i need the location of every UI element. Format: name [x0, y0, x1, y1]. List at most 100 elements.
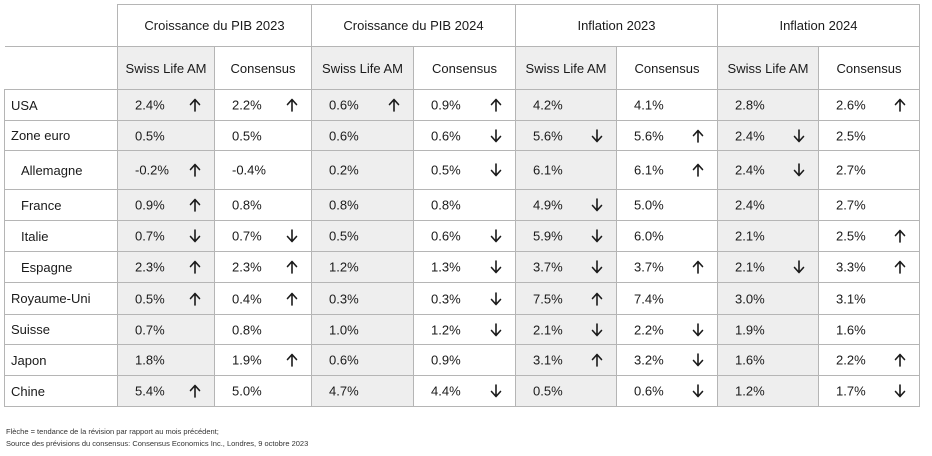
table-cell: 0.6% — [311, 344, 414, 376]
group-header: Croissance du PIB 2023 — [117, 4, 312, 47]
arrow-up-icon — [692, 163, 704, 177]
cell-value: 1.7% — [836, 383, 866, 399]
cell-value: 5.6% — [533, 128, 563, 143]
subheader-swiss-life: Swiss Life AM — [515, 46, 617, 90]
table-cell: 0.3% — [413, 282, 516, 315]
cell-value: 0.5% — [135, 291, 165, 306]
cell-value: -0.4% — [232, 162, 266, 178]
cell-value: 1.6% — [735, 352, 765, 368]
table-cell: 0.6% — [616, 375, 718, 407]
arrow-down-icon — [490, 322, 502, 337]
cell-value: 0.4% — [232, 291, 262, 306]
table-body: USA 2.4% 2.2% 0.6% 0.9% 4.2% 4.1% 2.8% 2.6% Zone … — [4, 89, 920, 407]
cell-value: 1.6% — [836, 322, 866, 337]
cell-value: 0.6% — [634, 383, 664, 399]
cell-value: 0.5% — [329, 228, 359, 244]
table-cell: 2.8% — [717, 89, 819, 121]
table-cell: 3.7% — [515, 251, 617, 283]
cell-value: 0.6% — [431, 228, 461, 244]
table-cell: 3.7% — [616, 251, 718, 283]
table-cell: 2.4% — [717, 150, 819, 190]
table-cell: 0.4% — [214, 282, 312, 315]
group-header: Inflation 2023 — [515, 4, 718, 47]
cell-value: 2.1% — [735, 228, 765, 244]
table-cell: 0.8% — [413, 189, 516, 221]
table-cell: 5.9% — [515, 220, 617, 252]
table-cell: 1.3% — [413, 251, 516, 283]
arrow-down-icon — [490, 128, 502, 143]
cell-value: 0.6% — [329, 128, 359, 143]
table-cell: 0.9% — [413, 344, 516, 376]
arrow-up-icon — [388, 98, 400, 112]
group-header: Croissance du PIB 2024 — [311, 4, 516, 47]
row-label: Japon — [4, 344, 118, 376]
table-row: Suisse 0.7% 0.8% 1.0% 1.2% 2.1% 2.2% 1.9% 1.6% — [4, 314, 920, 345]
cell-value: 3.7% — [634, 259, 664, 275]
arrow-up-icon — [189, 260, 201, 274]
cell-value: 1.8% — [135, 352, 165, 368]
subheader-swiss-life: Swiss Life AM — [117, 46, 215, 90]
cell-value: 0.7% — [135, 228, 165, 244]
table-cell: 1.0% — [311, 314, 414, 345]
arrow-up-icon — [286, 260, 298, 274]
table-cell: 0.5% — [311, 220, 414, 252]
cell-value: 0.9% — [135, 197, 165, 213]
table-cell: 4.2% — [515, 89, 617, 121]
cell-value: 2.7% — [836, 197, 866, 213]
table-cell: 2.7% — [818, 150, 920, 190]
arrow-down-icon — [793, 260, 805, 274]
table-cell: 0.5% — [117, 282, 215, 315]
cell-value: 0.6% — [329, 352, 359, 368]
table-cell: 2.2% — [214, 89, 312, 121]
cell-value: 2.4% — [735, 128, 765, 143]
cell-value: 2.2% — [836, 352, 866, 368]
subheader-swiss-life: Swiss Life AM — [717, 46, 819, 90]
row-label: Zone euro — [4, 120, 118, 151]
arrow-down-icon — [490, 260, 502, 274]
table-cell: 0.5% — [515, 375, 617, 407]
table-cell: 2.5% — [818, 120, 920, 151]
arrow-down-icon — [591, 198, 603, 212]
cell-value: 5.0% — [232, 383, 262, 399]
arrow-up-icon — [286, 98, 298, 112]
table-cell: 0.6% — [311, 89, 414, 121]
arrow-down-icon — [692, 322, 704, 337]
table-cell: 0.5% — [214, 120, 312, 151]
cell-value: 6.1% — [634, 162, 664, 178]
table-cell: 0.7% — [214, 220, 312, 252]
cell-value: 1.2% — [329, 259, 359, 275]
cell-value: 0.7% — [135, 322, 165, 337]
cell-value: 2.2% — [634, 322, 664, 337]
table-cell: 2.7% — [818, 189, 920, 221]
table-cell: 4.9% — [515, 189, 617, 221]
cell-value: 0.7% — [232, 228, 262, 244]
table-cell: 1.7% — [818, 375, 920, 407]
table-row: USA 2.4% 2.2% 0.6% 0.9% 4.2% 4.1% 2.8% 2.6% — [4, 89, 920, 121]
cell-value: 0.5% — [135, 128, 165, 143]
row-label: Espagne — [4, 251, 118, 283]
cell-value: 7.5% — [533, 291, 563, 306]
table-cell: 2.4% — [717, 120, 819, 151]
table-cell: 2.2% — [616, 314, 718, 345]
cell-value: 1.0% — [329, 322, 359, 337]
table-cell: 2.3% — [214, 251, 312, 283]
table-row: Royaume-Uni 0.5% 0.4% 0.3% 0.3% 7.5% 7.4% 3.0% 3… — [4, 282, 920, 315]
cell-value: 3.1% — [533, 352, 563, 368]
table-cell: 5.0% — [214, 375, 312, 407]
table-row: Chine 5.4% 5.0% 4.7% 4.4% 0.5% 0.6% 1.2% 1.7% — [4, 375, 920, 407]
table-cell: 5.0% — [616, 189, 718, 221]
arrow-up-icon — [189, 98, 201, 112]
table-cell: 4.7% — [311, 375, 414, 407]
table-cell: 1.2% — [717, 375, 819, 407]
row-label: Allemagne — [4, 150, 118, 190]
cell-value: 0.8% — [431, 197, 461, 213]
table-cell: 0.6% — [311, 120, 414, 151]
cell-value: 4.7% — [329, 383, 359, 399]
cell-value: 0.5% — [232, 128, 262, 143]
table-cell: 1.9% — [214, 344, 312, 376]
arrow-down-icon — [793, 163, 805, 177]
cell-value: 1.9% — [232, 352, 262, 368]
subheader-consensus: Consensus — [818, 46, 920, 90]
cell-value: 1.3% — [431, 259, 461, 275]
corner-cell — [4, 4, 118, 47]
